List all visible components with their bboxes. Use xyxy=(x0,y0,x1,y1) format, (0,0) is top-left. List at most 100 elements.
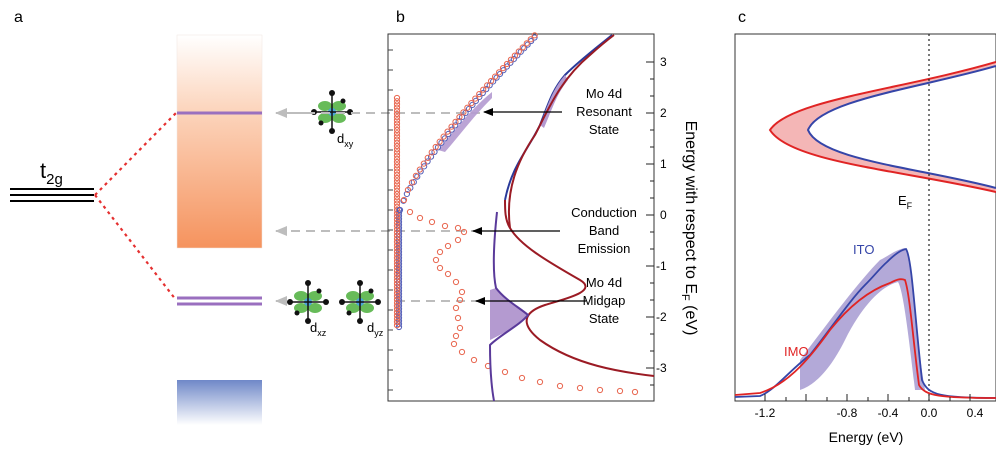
blue-marker xyxy=(493,74,500,81)
red-marker xyxy=(393,187,401,194)
red-marker xyxy=(393,267,401,274)
red-marker xyxy=(464,104,471,111)
valence-band xyxy=(177,380,262,425)
red-marker xyxy=(400,196,408,204)
red-marker xyxy=(503,60,511,68)
red-marker xyxy=(393,229,401,236)
red-marker xyxy=(393,107,401,114)
red-marker xyxy=(393,120,401,127)
panel-b: b 3 2 1 0 -1 xyxy=(387,9,699,402)
blue-marker xyxy=(465,105,473,113)
red-marker xyxy=(393,165,401,172)
panel-c-xtick-labels: -1.2 -0.8 -0.4 0.0 0.4 xyxy=(755,406,984,420)
red-marker xyxy=(393,286,401,294)
red-marker xyxy=(393,293,401,300)
dxz-orbital-icon: dxz xyxy=(286,279,330,338)
red-marker xyxy=(393,133,401,140)
xtick-m1.2: -1.2 xyxy=(755,406,776,420)
svg-text:dyz: dyz xyxy=(367,320,384,338)
red-marker xyxy=(468,100,475,107)
red-marker xyxy=(393,197,401,204)
midgap-curve xyxy=(488,211,530,402)
svg-text:State: State xyxy=(589,311,619,326)
red-marker xyxy=(456,296,464,304)
ytick-1: 1 xyxy=(660,157,667,171)
t2g-levels xyxy=(10,188,94,202)
red-marker xyxy=(531,32,538,39)
imo-parabola xyxy=(768,61,996,193)
panel-c-letter: c xyxy=(738,9,746,26)
red-marker xyxy=(527,36,534,43)
blue-marker xyxy=(455,118,462,125)
red-marker xyxy=(393,270,401,278)
blue-marker xyxy=(479,89,486,97)
red-marker xyxy=(412,172,419,179)
ytick-0: 0 xyxy=(660,208,667,222)
blue-marker xyxy=(395,254,403,262)
red-marker xyxy=(416,166,423,173)
red-marker xyxy=(476,91,483,98)
red-marker xyxy=(393,213,401,220)
t2g-label: t2g xyxy=(40,158,63,188)
panel-b-frame xyxy=(387,33,655,402)
ytick-m1: -1 xyxy=(656,259,667,273)
red-marker xyxy=(480,86,487,93)
red-marker xyxy=(454,314,462,322)
red-marker xyxy=(393,251,401,258)
red-marker xyxy=(406,208,414,216)
red-marker xyxy=(456,113,463,121)
red-marker xyxy=(393,104,401,111)
ytick-m2: -2 xyxy=(656,310,667,324)
red-marker xyxy=(501,368,509,376)
red-marker xyxy=(499,65,507,72)
red-marker xyxy=(450,340,458,348)
red-marker xyxy=(432,256,440,264)
red-marker xyxy=(393,306,401,313)
red-marker xyxy=(393,245,401,252)
red-curve-upper xyxy=(507,34,615,229)
red-marker xyxy=(631,388,639,396)
conduction-band xyxy=(176,34,263,249)
red-marker xyxy=(393,146,401,153)
svg-text:Mo 4d: Mo 4d xyxy=(586,275,622,290)
blue-marker xyxy=(396,206,404,214)
red-marker xyxy=(393,206,401,214)
svg-text:Emission: Emission xyxy=(578,241,631,256)
dxy-orbital-icon: dxy xyxy=(310,89,354,149)
blue-marker xyxy=(524,41,531,48)
red-marker xyxy=(393,226,401,233)
red-marker xyxy=(393,94,401,102)
red-marker xyxy=(393,123,401,130)
panel-b-ylabel: Energy with respect to EF (eV) xyxy=(679,121,699,336)
panel-b-right-ticks xyxy=(646,61,654,386)
parabola-fill xyxy=(770,62,996,192)
red-marker xyxy=(393,318,401,326)
xtick-m0.4: -0.4 xyxy=(878,406,899,420)
red-marker xyxy=(491,73,499,80)
red-marker xyxy=(393,98,401,105)
red-marker xyxy=(393,190,401,198)
t2g-base: t xyxy=(40,158,46,183)
red-marker xyxy=(393,238,401,246)
blue-marker xyxy=(476,93,483,101)
red-marker xyxy=(393,110,401,118)
red-marker xyxy=(436,248,444,256)
red-marker xyxy=(393,315,401,322)
red-marker xyxy=(432,143,439,151)
panel-b-left-ticks xyxy=(388,49,393,391)
svg-text:Midgap: Midgap xyxy=(583,293,626,308)
red-marker xyxy=(393,158,401,166)
red-marker xyxy=(393,155,401,162)
red-marker xyxy=(393,171,401,178)
panel-c-xlabel: Energy (eV) xyxy=(829,429,904,445)
red-marker xyxy=(393,200,401,207)
red-marker xyxy=(452,304,460,312)
red-marker xyxy=(428,218,436,226)
red-marker xyxy=(393,277,401,284)
blue-marker xyxy=(395,302,403,310)
red-marker xyxy=(393,232,401,239)
red-marker xyxy=(393,168,401,175)
red-marker xyxy=(518,374,526,382)
blue-marker xyxy=(421,163,428,170)
